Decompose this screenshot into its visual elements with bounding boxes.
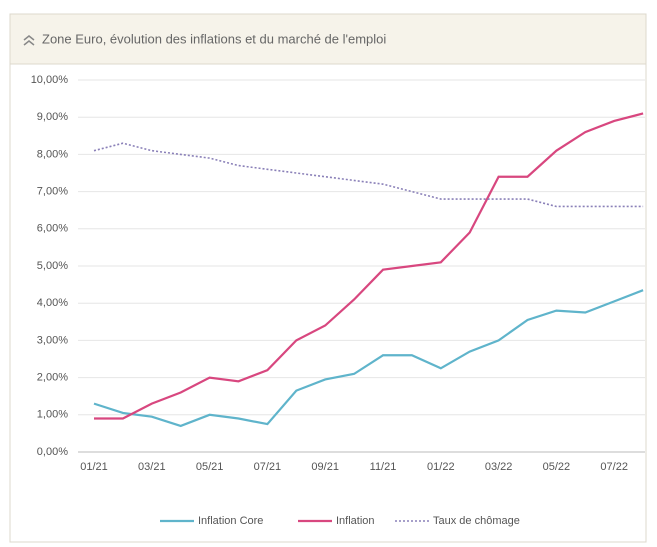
card-header — [9, 13, 647, 65]
y-tick-label: 8,00% — [37, 148, 68, 160]
x-tick-label: 11/21 — [370, 461, 397, 473]
y-tick-label: 9,00% — [37, 111, 68, 123]
card — [9, 13, 647, 543]
y-tick-label: 6,00% — [37, 223, 68, 235]
series-line — [94, 112, 644, 420]
x-tick-label: 03/22 — [485, 461, 513, 473]
y-tick-label: 7,00% — [37, 186, 68, 198]
x-tick-label: 09/21 — [311, 461, 339, 473]
y-tick-label: 10,00% — [31, 74, 69, 86]
x-tick-label: 07/22 — [600, 461, 628, 473]
x-tick-label: 07/21 — [254, 461, 282, 473]
x-tick-label: 01/21 — [80, 461, 108, 473]
legend-label: Inflation Core — [198, 515, 263, 527]
y-tick-label: 2,00% — [37, 372, 68, 384]
y-tick-label: 3,00% — [37, 334, 68, 346]
collapse-icon[interactable] — [23, 35, 35, 46]
x-tick-label: 03/21 — [138, 461, 166, 473]
series-line — [93, 142, 644, 208]
x-tick-label: 01/22 — [427, 461, 455, 473]
legend-label: Inflation — [336, 515, 375, 527]
y-tick-label: 1,00% — [37, 409, 68, 421]
y-tick-label: 0,00% — [37, 446, 68, 458]
series-line — [93, 289, 644, 428]
legend-label: Taux de chômage — [433, 515, 520, 527]
x-tick-label: 05/21 — [196, 461, 224, 473]
y-tick-label: 5,00% — [37, 260, 68, 272]
x-tick-label: 05/22 — [543, 461, 571, 473]
y-tick-label: 4,00% — [37, 297, 68, 309]
chart-title: Zone Euro, évolution des inflations et d… — [42, 31, 386, 46]
